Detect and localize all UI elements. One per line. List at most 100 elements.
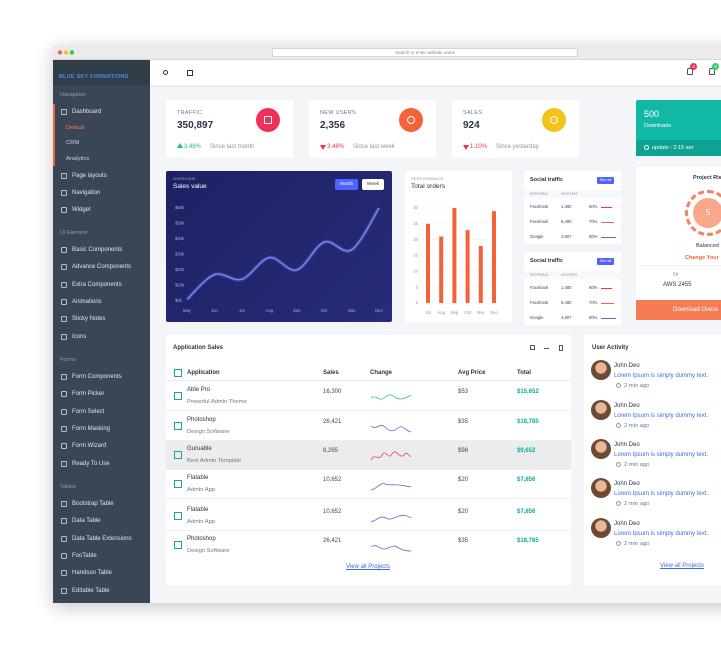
social-visitors: 4,807 [561, 315, 572, 320]
social-visitors: 1,480 [561, 285, 572, 290]
app-price: $35 [458, 419, 469, 425]
expand-icon[interactable] [187, 70, 193, 76]
view-all-link[interactable]: View all Projects [660, 563, 704, 569]
activity-time: 2 min ago [624, 422, 650, 429]
address-bar[interactable] [272, 48, 578, 57]
view-all-link[interactable]: View all Projects [346, 564, 390, 570]
column-header: Change [370, 370, 393, 376]
menu-icon [61, 460, 67, 467]
menu-item[interactable]: Page layouts [72, 172, 107, 179]
activity-name: John Deo [614, 403, 640, 409]
menu-icon [61, 587, 67, 594]
checkbox[interactable] [174, 369, 182, 377]
menu-item[interactable]: Data Table Extensions [72, 535, 132, 542]
stat-note: Since yesterday [496, 144, 539, 150]
activity-text: Lorem Ipsum is simply dummy text. [614, 413, 709, 419]
menu-item[interactable]: Handson Table [72, 570, 112, 577]
menu-item[interactable]: Icons [72, 333, 87, 340]
stat-icon-glyph [264, 116, 272, 124]
menu-item[interactable]: Basic Components [72, 247, 123, 253]
menu-item[interactable]: Ready To Use [72, 460, 110, 467]
menu-item[interactable]: Dashboard [72, 109, 102, 115]
chart-overline: OVERVIEW [173, 177, 196, 181]
menu-item[interactable]: Widget [72, 207, 91, 214]
see-all-button[interactable]: See all [597, 176, 614, 184]
menu-item[interactable]: Form Picker [72, 391, 105, 398]
menu-item[interactable]: Form Select [72, 408, 105, 415]
menu-item[interactable]: Form Components [72, 374, 122, 380]
logo-bar [53, 60, 150, 85]
risk-button: Download Overa [673, 307, 718, 313]
social-header-bg [524, 271, 621, 279]
checkbox[interactable] [174, 422, 182, 430]
menu-item[interactable]: Form Masking [72, 425, 111, 432]
row-rule [166, 410, 571, 411]
card-tool[interactable] [559, 345, 563, 351]
menu-icon [61, 264, 67, 271]
menu-item[interactable]: Extra Components [72, 281, 122, 288]
submenu-item[interactable]: Analytics [66, 155, 90, 162]
progress-bar [601, 287, 612, 289]
chart-button[interactable]: Week [362, 179, 384, 190]
social-percent: 60% [589, 204, 598, 209]
menu-item[interactable]: FooTable [72, 552, 97, 559]
card-tool[interactable] [544, 348, 549, 349]
checkbox[interactable] [174, 392, 182, 400]
menu-item[interactable]: Advance Components [72, 264, 132, 271]
activity-name: John Deo [614, 521, 640, 527]
row-rule [166, 440, 571, 441]
activity-text: Lorem Ipsum is simply dummy text. [614, 491, 709, 497]
checkbox[interactable] [174, 512, 182, 520]
chart-button[interactable]: Month [335, 179, 358, 190]
see-all-button[interactable]: See all [597, 257, 614, 265]
app-sales: 10,652 [323, 477, 342, 483]
chart-title: Total orders [411, 183, 445, 190]
menu-item[interactable]: Editable Table [72, 587, 110, 594]
menu-item[interactable]: Animations [72, 298, 102, 305]
clock-icon [616, 462, 621, 467]
social-referral: Facebook [530, 204, 549, 209]
downloads-label: Downloads [644, 123, 672, 129]
checkbox[interactable] [174, 451, 182, 459]
chart-title: Sales value [173, 183, 207, 190]
checkbox[interactable] [174, 480, 182, 488]
app-name: Flatable [187, 475, 209, 481]
stat-icon-glyph [550, 116, 558, 124]
menu-item[interactable]: Form Wizard [72, 443, 107, 450]
checkbox[interactable] [174, 541, 182, 549]
risk-link[interactable]: Change Your [685, 255, 719, 261]
stat-title: NEW USERS [320, 110, 357, 116]
progress-bar [601, 302, 614, 304]
social-percent: 70% [589, 300, 598, 305]
stat-note: Since last month [210, 144, 255, 150]
app-total: $18,785 [517, 419, 539, 425]
social-header-bg [524, 190, 621, 198]
clock-icon [616, 541, 621, 546]
clock-icon [616, 383, 621, 388]
menu-icon [61, 570, 67, 577]
submenu-item[interactable]: Default [66, 124, 85, 131]
stat-icon-glyph [407, 116, 415, 124]
clock-icon [644, 145, 649, 150]
card-tool[interactable] [530, 345, 535, 350]
app-desc: Design Software [187, 548, 230, 554]
menu-icon [61, 501, 67, 507]
menu-item[interactable]: Navigation [72, 190, 101, 197]
submenu-item[interactable]: CRM [66, 140, 80, 146]
menu-icon [61, 552, 67, 559]
menu-item[interactable]: Data Table [72, 518, 101, 525]
column-header: Application [187, 370, 220, 376]
menu-item[interactable]: Bootstrap Table [72, 501, 114, 507]
clock-icon [616, 423, 621, 428]
badge: 3 [690, 63, 697, 70]
row-highlight [166, 441, 571, 470]
sidebar-section-title: Navigation [60, 92, 86, 98]
trend-arrow [320, 145, 326, 150]
risk-button-bg[interactable] [636, 300, 721, 320]
row-rule [166, 530, 571, 531]
app-name: Flatable [187, 507, 209, 513]
app-price: $53 [458, 389, 469, 395]
search-icon[interactable] [163, 70, 168, 75]
menu-item[interactable]: Sticky Notes [72, 316, 106, 323]
